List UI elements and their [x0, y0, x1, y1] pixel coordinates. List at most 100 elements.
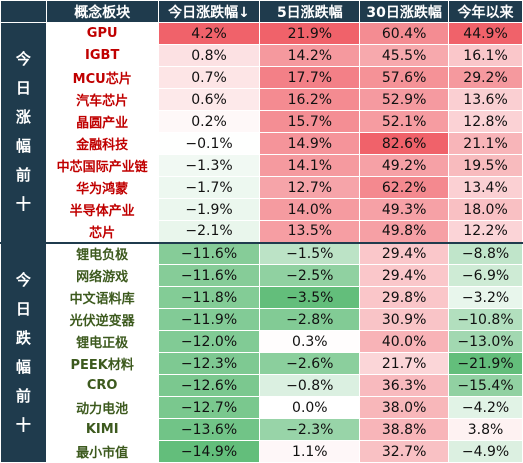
5day-change-cell: −2.5% — [259, 264, 361, 287]
30day-change-cell: 38.0% — [359, 396, 450, 419]
sector-name-cell[interactable]: 光伏逆变器 — [45, 308, 159, 331]
today-change-cell: −14.9% — [157, 440, 261, 463]
ytd-change-cell: 13.6% — [448, 88, 523, 111]
30day-change-cell: 49.3% — [359, 198, 450, 221]
table-row: MCU芯片 0.7% 17.7% 57.6% 29.2% — [1, 66, 523, 89]
today-change-cell: −12.7% — [157, 396, 261, 419]
ytd-change-cell: −21.9% — [448, 352, 523, 375]
30day-change-cell: 32.7% — [359, 440, 450, 463]
group-label-char: 日 — [15, 299, 31, 318]
ytd-change-cell: 21.1% — [448, 132, 523, 155]
table-row: 锂电正极 −12.0% 0.3% 40.0% −13.0% — [1, 330, 523, 353]
ytd-change-cell: −15.4% — [448, 374, 523, 397]
5day-change-cell: 0.0% — [259, 396, 361, 419]
table-body: 今日涨幅前十 GPU 4.2% 21.9% 60.4% 44.9% IGBT 0.8% 14.2… — [0, 22, 523, 463]
sector-name-cell[interactable]: KIMI — [45, 418, 159, 441]
header-5day-change[interactable]: 5日涨跌幅 — [259, 0, 361, 23]
today-change-cell: −2.1% — [157, 220, 261, 243]
5day-change-cell: 14.0% — [259, 198, 361, 221]
ytd-change-cell: 13.4% — [448, 176, 523, 199]
sector-name-cell[interactable]: IGBT — [45, 44, 159, 67]
sector-name-cell[interactable]: 汽车芯片 — [45, 88, 159, 111]
header-today-change[interactable]: 今日涨跌幅↓ — [157, 0, 261, 23]
sector-name-cell[interactable]: 锂电正极 — [45, 330, 159, 353]
sector-name-cell[interactable]: 锂电负极 — [45, 241, 159, 265]
table-row: 最小市值 −14.9% 1.1% 32.7% −4.9% — [1, 440, 523, 463]
5day-change-cell: 15.7% — [259, 110, 361, 133]
ytd-change-cell: 44.9% — [448, 22, 523, 45]
header-row: 概念板块 今日涨跌幅↓ 5日涨跌幅 30日涨跌幅 今年以来 — [0, 0, 523, 23]
today-change-cell: 0.2% — [157, 110, 261, 133]
5day-change-cell: 12.7% — [259, 176, 361, 199]
5day-change-cell: −2.8% — [259, 308, 361, 331]
group-label-char: 今 — [15, 50, 31, 69]
sector-name-cell[interactable]: GPU — [45, 22, 159, 45]
today-change-cell: −11.8% — [157, 286, 261, 309]
today-change-cell: −11.9% — [157, 308, 261, 331]
5day-change-cell: 21.9% — [259, 22, 361, 45]
table-row: 今日涨幅前十 GPU 4.2% 21.9% 60.4% 44.9% — [0, 22, 523, 243]
sector-name-cell[interactable]: 芯片 — [45, 220, 159, 243]
group-label-char: 日 — [15, 79, 31, 98]
30day-change-cell: 45.5% — [359, 44, 450, 67]
today-change-cell: −12.0% — [157, 330, 261, 353]
table-row: 晶圆产业 0.2% 15.7% 52.1% 12.8% — [1, 110, 523, 133]
header-30day-change[interactable]: 30日涨跌幅 — [359, 0, 450, 23]
group-label-top-gainers: 今日涨幅前十 — [0, 22, 47, 243]
30day-change-cell: 21.7% — [359, 352, 450, 375]
table-row: 汽车芯片 0.6% 16.2% 52.9% 13.6% — [1, 88, 523, 111]
table-row: 半导体产业 −1.9% 14.0% 49.3% 18.0% — [1, 198, 523, 221]
table-row: 今日跌幅前十锂电负极 −11.6% −1.5% 29.4% −8.8% — [0, 241, 523, 463]
group-label-char: 前 — [15, 386, 31, 405]
group-label-char: 涨 — [15, 108, 31, 127]
group-label-char: 跌 — [15, 328, 31, 347]
table-row: IGBT 0.8% 14.2% 45.5% 16.1% — [1, 44, 523, 67]
group-label-top-losers: 今日跌幅前十 — [0, 241, 47, 463]
sector-name-cell[interactable]: 华为鸿蒙 — [45, 176, 159, 199]
ytd-change-cell: 12.8% — [448, 110, 523, 133]
ytd-change-cell: 19.5% — [448, 154, 523, 177]
sector-name-cell[interactable]: PEEK材料 — [45, 352, 159, 375]
sector-name-cell[interactable]: 晶圆产业 — [45, 110, 159, 133]
table-row: 光伏逆变器 −11.9% −2.8% 30.9% −10.8% — [1, 308, 523, 331]
group-label-char: 幅 — [15, 357, 31, 376]
group-label-char: 十 — [15, 195, 31, 214]
today-change-cell: −11.6% — [157, 241, 261, 265]
header-ytd-change[interactable]: 今年以来 — [448, 0, 523, 23]
ytd-change-cell: 3.8% — [448, 418, 523, 441]
group-label-char: 十 — [15, 415, 31, 434]
today-change-cell: 0.6% — [157, 88, 261, 111]
sector-name-cell[interactable]: 动力电池 — [45, 396, 159, 419]
5day-change-cell: −0.8% — [259, 374, 361, 397]
ytd-change-cell: −13.0% — [448, 330, 523, 353]
ytd-change-cell: 12.2% — [448, 220, 523, 243]
sector-name-cell[interactable]: 中芯国际产业链 — [45, 154, 159, 177]
30day-change-cell: 82.6% — [359, 132, 450, 155]
table-row: PEEK材料 −12.3% −2.6% 21.7% −21.9% — [1, 352, 523, 375]
sector-name-cell[interactable]: 半导体产业 — [45, 198, 159, 221]
30day-change-cell: 29.4% — [359, 241, 450, 265]
header-corner — [0, 0, 47, 23]
table-row: 芯片 −2.1% 13.5% 49.8% 12.2% — [1, 220, 523, 243]
ytd-change-cell: −4.9% — [448, 440, 523, 463]
30day-change-cell: 60.4% — [359, 22, 450, 45]
sector-name-cell[interactable]: 网络游戏 — [45, 264, 159, 287]
sector-name-cell[interactable]: 金融科技 — [45, 132, 159, 155]
sector-name-cell[interactable]: 中文语料库 — [45, 286, 159, 309]
ytd-change-cell: −3.2% — [448, 286, 523, 309]
table-row: 动力电池 −12.7% 0.0% 38.0% −4.2% — [1, 396, 523, 419]
5day-change-cell: 13.5% — [259, 220, 361, 243]
5day-change-cell: 17.7% — [259, 66, 361, 89]
table-row: 中文语料库 −11.8% −3.5% 29.8% −3.2% — [1, 286, 523, 309]
5day-change-cell: 1.1% — [259, 440, 361, 463]
sector-name-cell[interactable]: CRO — [45, 374, 159, 397]
table-row: 中芯国际产业链 −1.3% 14.1% 49.2% 19.5% — [1, 154, 523, 177]
30day-change-cell: 52.9% — [359, 88, 450, 111]
header-sector[interactable]: 概念板块 — [45, 0, 159, 23]
5day-change-cell: 0.3% — [259, 330, 361, 353]
today-change-cell: −1.9% — [157, 198, 261, 221]
30day-change-cell: 36.3% — [359, 374, 450, 397]
sector-name-cell[interactable]: MCU芯片 — [45, 66, 159, 89]
sector-name-cell[interactable]: 最小市值 — [45, 440, 159, 463]
5day-change-cell: −3.5% — [259, 286, 361, 309]
